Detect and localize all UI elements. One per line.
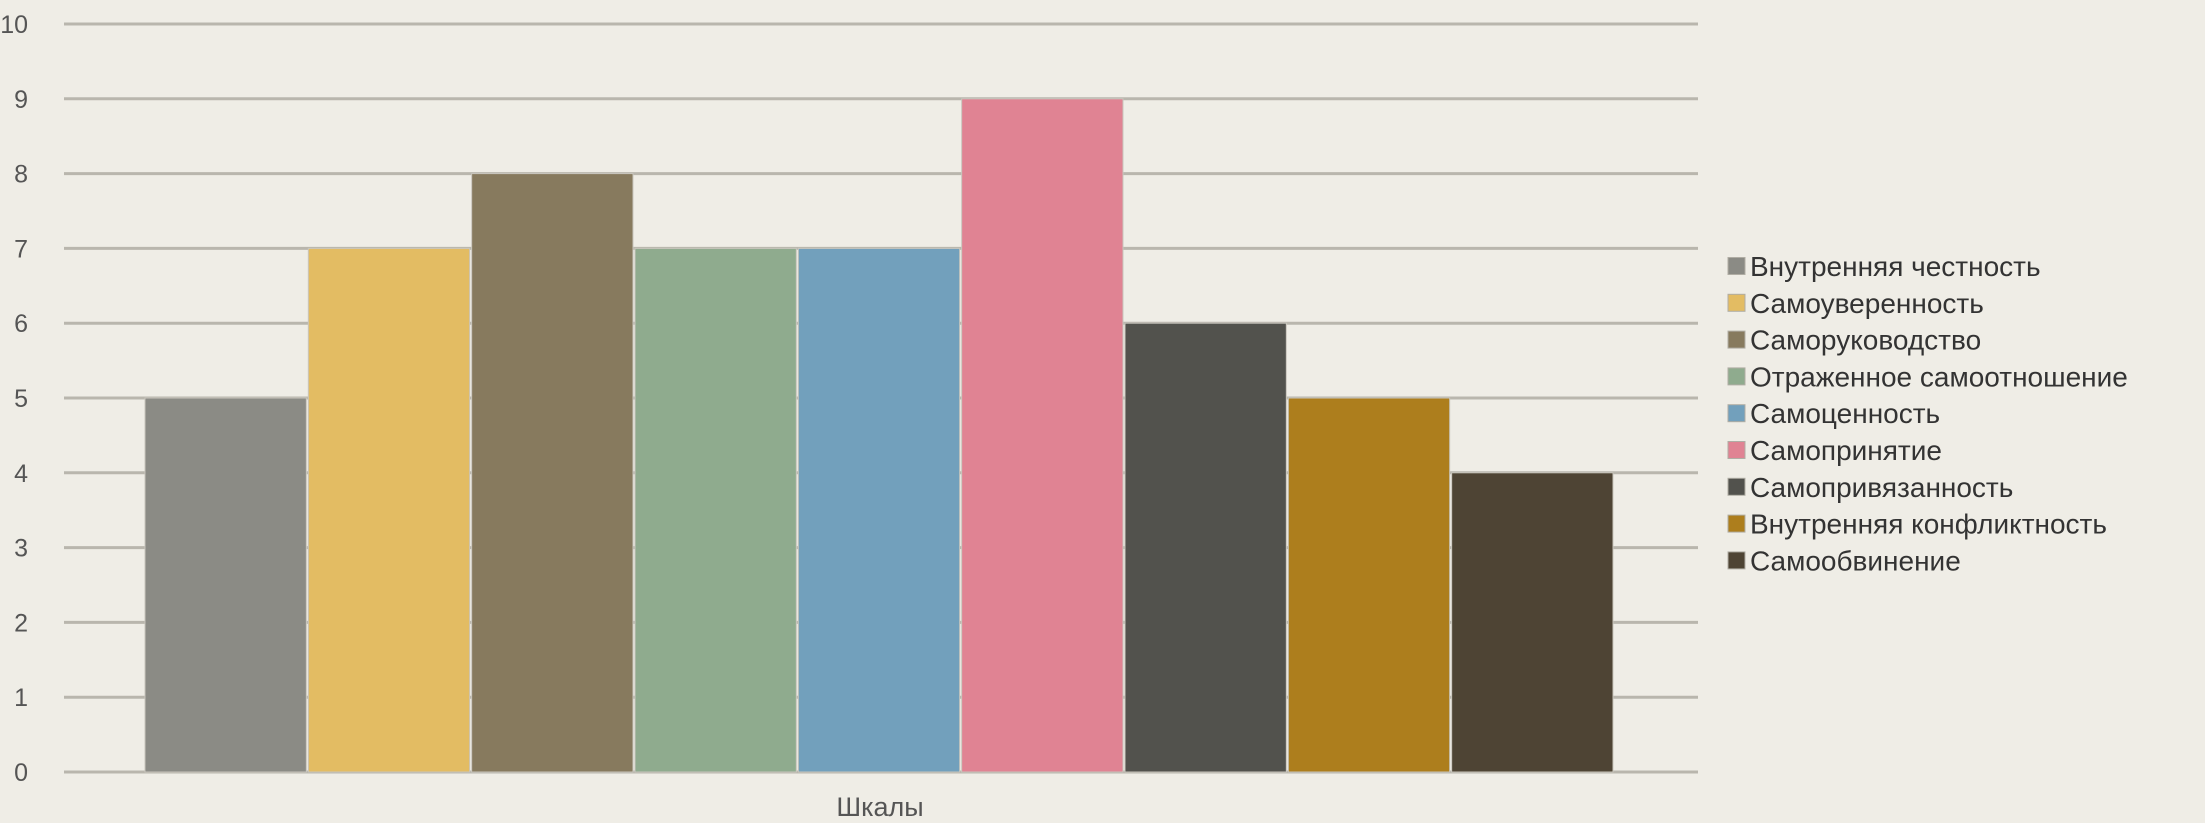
- legend-label: Самоценность: [1750, 398, 1940, 429]
- legend-swatch: [1727, 441, 1746, 459]
- legend-label: Внутренняя конфликтность: [1750, 509, 2107, 540]
- legend-label: Самопринятие: [1750, 435, 1942, 466]
- legend-label: Самоуверенность: [1750, 288, 1984, 319]
- bar: [471, 173, 634, 773]
- legend-item: Самоценность: [1727, 398, 1940, 429]
- legend-item: Самопривязанность: [1727, 472, 2013, 503]
- bar: [1287, 397, 1451, 773]
- bar: [307, 247, 471, 773]
- legend: Внутренняя честность Самоуверенность Самор…: [1727, 251, 2128, 576]
- legend-swatch: [1727, 551, 1746, 570]
- legend-item: Внутренняя честность: [1727, 251, 2041, 282]
- bar: [1451, 472, 1614, 773]
- legend-swatch: [1727, 477, 1746, 496]
- legend-label: Внутренняя честность: [1750, 251, 2041, 282]
- y-tick-label: 8: [14, 161, 28, 189]
- bars: [144, 98, 1614, 773]
- legend-label: Самообвинение: [1750, 545, 1961, 576]
- y-tick-label: 10: [0, 11, 28, 39]
- y-tick-label: 2: [14, 609, 28, 637]
- legend-swatch: [1727, 404, 1746, 423]
- legend-swatch: [1727, 514, 1746, 533]
- bar: [961, 98, 1124, 773]
- legend-item: Отраженное самоотношение: [1727, 361, 2128, 392]
- y-tick-label: 3: [14, 535, 28, 563]
- x-axis-category-labels: Шкалы: [836, 792, 923, 822]
- legend-label: Саморуководство: [1750, 325, 1981, 356]
- y-axis-tick-labels: 0 1 2 3 4 5 6 7 8 9 10: [0, 11, 28, 787]
- bar: [634, 247, 797, 773]
- legend-swatch: [1727, 257, 1746, 275]
- legend-label: Отраженное самоотношение: [1750, 361, 2128, 392]
- legend-label: Самопривязанность: [1750, 472, 2013, 503]
- x-category-label: Шкалы: [836, 792, 923, 818]
- legend-swatch: [1727, 367, 1746, 386]
- legend-swatch: [1727, 293, 1746, 312]
- bar: [1124, 322, 1287, 773]
- y-tick-label: 7: [14, 235, 28, 263]
- y-tick-label: 5: [14, 385, 28, 413]
- legend-item: Самоуверенность: [1727, 288, 1984, 319]
- y-tick-label: 9: [14, 86, 28, 114]
- y-tick-label: 4: [14, 460, 28, 488]
- bar: [797, 247, 961, 773]
- legend-item: Самообвинение: [1727, 545, 1961, 576]
- y-tick-label: 6: [14, 310, 28, 338]
- legend-item: Внутренняя конфликтность: [1727, 509, 2107, 540]
- bar: [144, 397, 307, 773]
- legend-item: Саморуководство: [1727, 325, 1981, 356]
- legend-item: Самопринятие: [1727, 435, 1942, 466]
- y-tick-label: 0: [14, 759, 28, 787]
- y-tick-label: 1: [14, 684, 28, 712]
- legend-swatch: [1727, 330, 1746, 349]
